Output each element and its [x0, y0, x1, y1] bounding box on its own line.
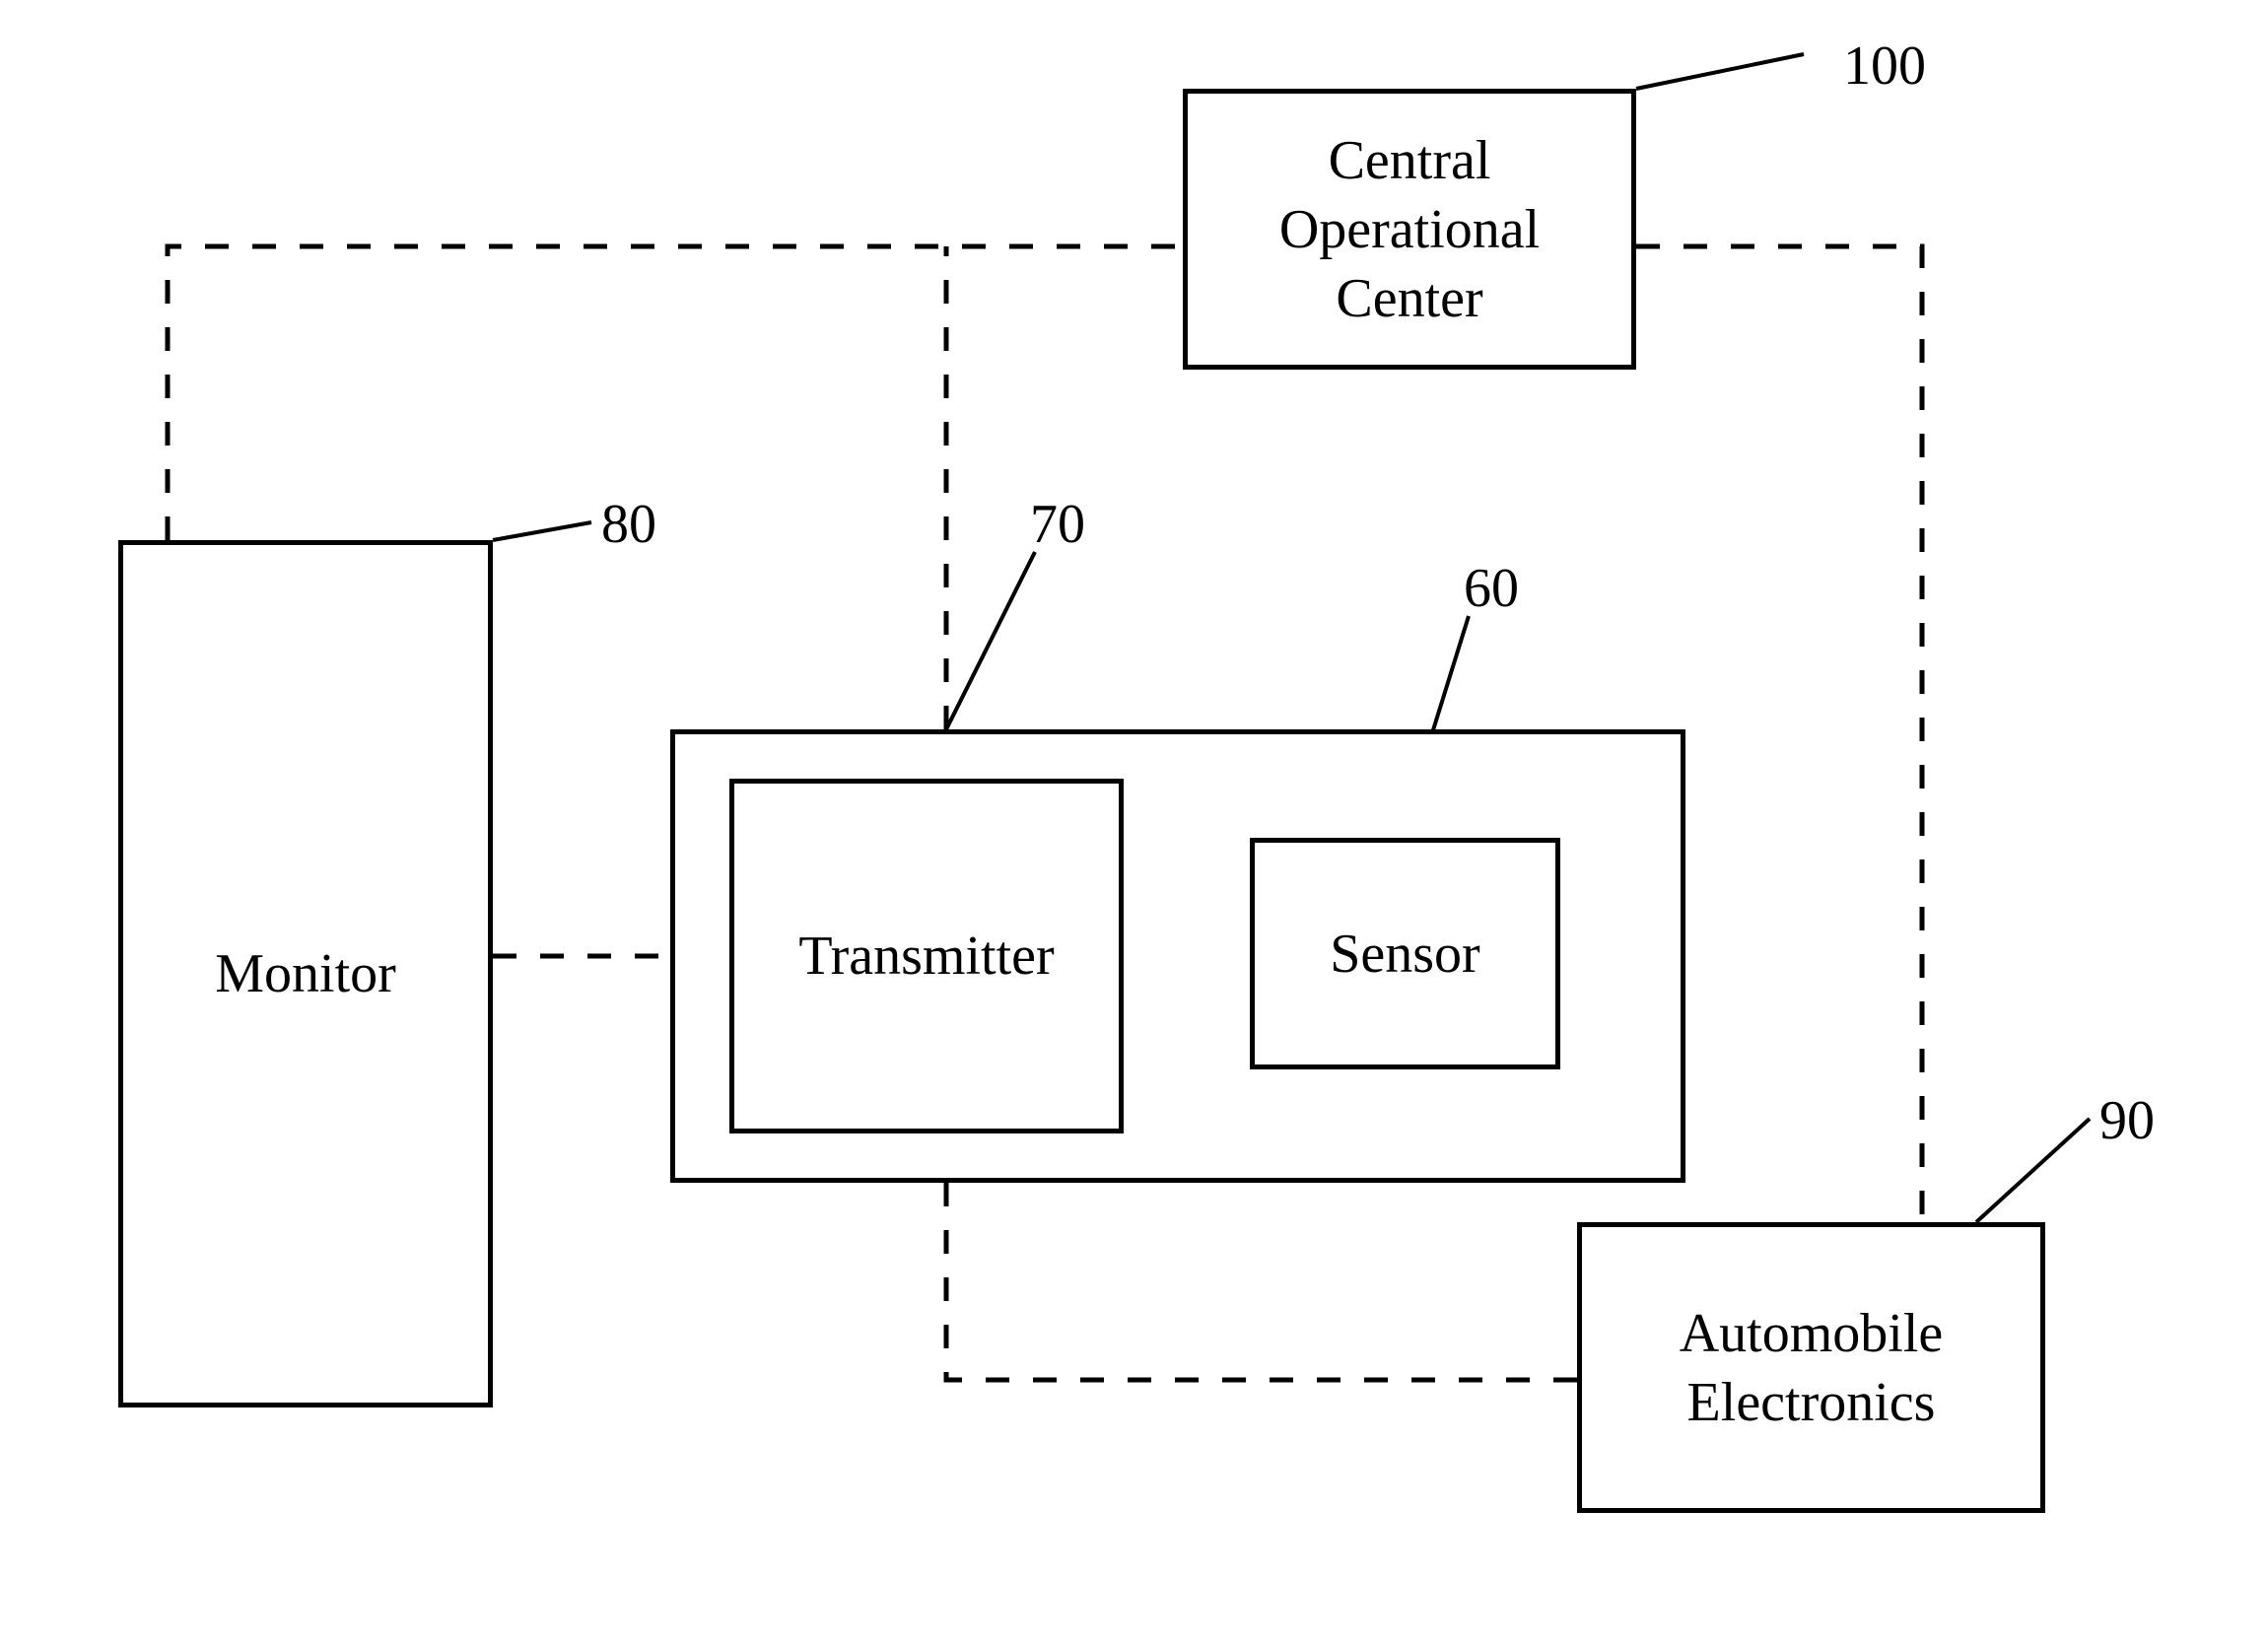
coc-label: Central Operational Center	[1279, 126, 1540, 333]
coc-box: Central Operational Center	[1183, 89, 1636, 370]
ref-70: 70	[1030, 493, 1085, 556]
monitor-label: Monitor	[215, 939, 396, 1008]
ref-100: 100	[1843, 34, 1926, 98]
monitor-box: Monitor	[118, 540, 493, 1407]
ref-80: 80	[601, 493, 656, 556]
transmitter-box: Transmitter	[729, 779, 1124, 1133]
auto-label: Automobile Electronics	[1680, 1299, 1944, 1437]
ref-60: 60	[1464, 557, 1519, 620]
diagram-stage: Monitor Central Operational Center Trans…	[0, 0, 2268, 1647]
auto-box: Automobile Electronics	[1577, 1222, 2045, 1513]
sensor-box: Sensor	[1250, 838, 1560, 1069]
transmitter-label: Transmitter	[798, 922, 1054, 991]
ref-90: 90	[2099, 1089, 2155, 1152]
sensor-label: Sensor	[1330, 920, 1479, 989]
